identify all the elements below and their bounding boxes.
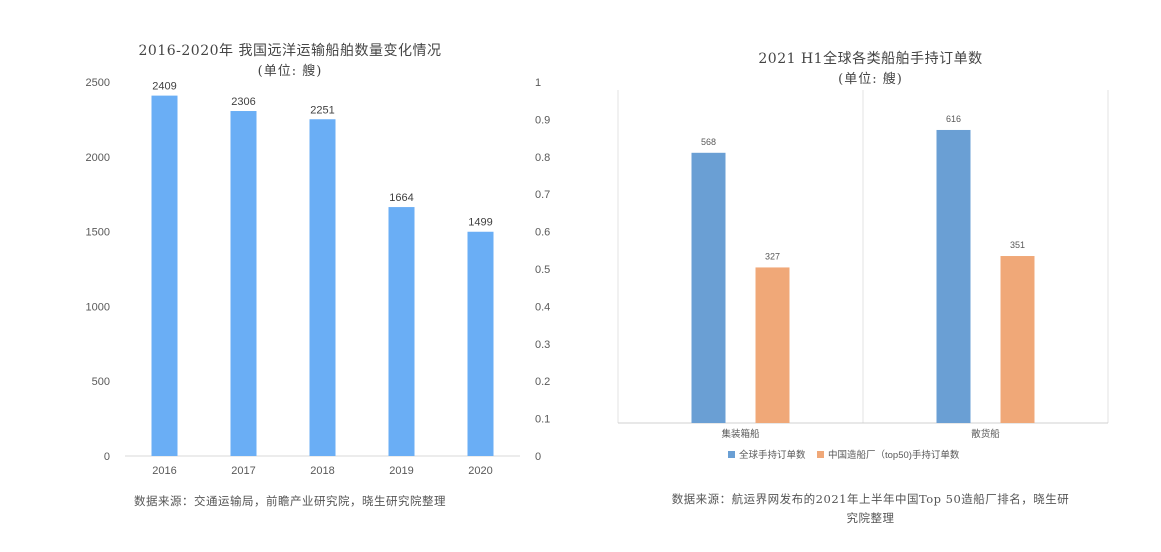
y2-tick-label: 0.3	[535, 339, 550, 351]
right-data-source: 数据来源：航运界网发布的2021年上半年中国Top 50造船厂排名，晓生研 究院…	[580, 490, 1161, 528]
y-tick-label: 500	[92, 376, 110, 388]
bar-data-label: 327	[765, 251, 780, 261]
y2-tick-label: 0.4	[535, 301, 550, 313]
right-chart-title: 2021 H1全球各类船舶手持订单数	[758, 51, 983, 67]
legend-label: 全球手持订单数	[739, 449, 806, 461]
y2-tick-label: 0.7	[535, 189, 550, 201]
legend-swatch	[728, 451, 735, 458]
bar-data-label: 351	[1010, 240, 1025, 250]
right-data-source-line1: 数据来源：航运界网发布的2021年上半年中国Top 50造船厂排名，晓生研	[671, 492, 1070, 506]
bar-data-label: 568	[701, 137, 716, 147]
x-tick-label: 2020	[468, 465, 492, 477]
bar-data-label: 2251	[310, 104, 334, 116]
right-chart-subtitle: (单位: 艘)	[838, 72, 903, 87]
y-tick-label: 0	[104, 451, 110, 463]
bar	[467, 231, 494, 456]
y2-tick-label: 0.1	[535, 414, 550, 426]
legend-label: 中国造船厂（top50)手持订单数	[828, 449, 960, 461]
legend-swatch	[817, 451, 824, 458]
x-tick-label: 散货船	[971, 428, 1000, 440]
bar	[936, 129, 971, 423]
left-chart-subtitle: (单位: 艘)	[257, 64, 323, 79]
y-tick-label: 2500	[86, 77, 110, 89]
x-tick-label: 2018	[310, 465, 334, 477]
bar	[230, 111, 257, 456]
y2-tick-label: 0.8	[535, 152, 550, 164]
y2-tick-label: 1	[535, 77, 541, 89]
left-chart-panel: 2016-2020年 我国远洋运输船舶数量变化情况 (单位: 艘) 0 500 10…	[0, 0, 580, 552]
left-bar-chart: 0 500 1000 1500 2000 2500 0 0.1 0.2 0.3 0.4 0.5 0.6 0…	[86, 77, 551, 477]
left-data-source: 数据来源：交通运输局，前瞻产业研究院，晓生研究院整理	[134, 494, 446, 508]
y-tick-label: 1000	[86, 301, 110, 313]
bar	[1000, 256, 1035, 423]
y-tick-label: 1500	[86, 227, 110, 239]
y2-tick-label: 0.6	[535, 227, 550, 239]
bar	[151, 95, 178, 457]
right-chart-panel: 2021 H1全球各类船舶手持订单数 (单位: 艘) 568 327 集装箱船 616…	[580, 0, 1161, 552]
bar	[691, 152, 726, 423]
bar-data-label: 1499	[468, 217, 492, 229]
x-tick-label: 2017	[231, 465, 255, 477]
bar-data-label: 2409	[152, 81, 176, 93]
bar-data-label: 616	[946, 114, 961, 124]
y-tick-label: 2000	[86, 152, 110, 164]
x-tick-label: 2019	[389, 465, 413, 477]
x-tick-label: 2016	[152, 465, 176, 477]
bar-data-label: 1664	[389, 192, 413, 204]
x-tick-label: 集装箱船	[721, 428, 760, 440]
bar-data-label: 2306	[231, 96, 255, 108]
y2-tick-label: 0.2	[535, 376, 550, 388]
bar	[755, 267, 790, 423]
bar	[309, 119, 336, 456]
left-chart-title: 2016-2020年 我国远洋运输船舶数量变化情况	[138, 43, 442, 59]
bar	[388, 207, 415, 456]
y2-tick-label: 0.5	[535, 264, 550, 276]
y2-tick-label: 0	[535, 451, 541, 463]
right-data-source-line2: 究院整理	[846, 511, 895, 525]
y2-tick-label: 0.9	[535, 114, 550, 126]
